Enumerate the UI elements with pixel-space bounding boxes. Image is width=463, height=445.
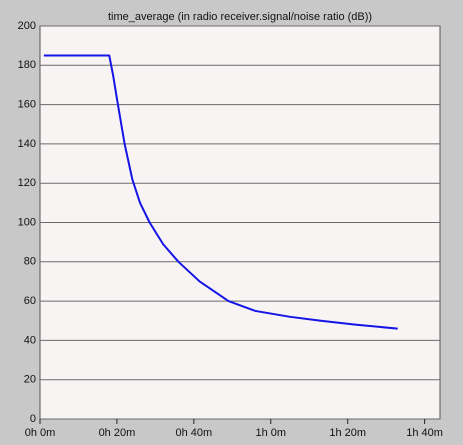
x-tick-label: 1h 0m: [255, 427, 286, 439]
y-tick-label: 120: [18, 177, 36, 189]
y-tick-label: 180: [18, 59, 36, 71]
x-tick-label: 0h 20m: [99, 427, 136, 439]
y-tick-label: 20: [24, 374, 36, 386]
y-tick-label: 100: [18, 216, 36, 228]
x-tick-label: 0h 40m: [175, 427, 212, 439]
data-line: [43, 54, 398, 330]
y-tick-label: 80: [24, 256, 36, 268]
y-tick-label: 140: [18, 138, 36, 150]
chart-title: time_average (in radio receiver.signal/n…: [108, 11, 372, 23]
x-tick-label: 1h 20m: [329, 427, 366, 439]
y-tick-label: 160: [18, 99, 36, 111]
y-tick-label: 200: [18, 20, 36, 32]
y-tick-label: 60: [24, 295, 36, 307]
y-tick-label: 40: [24, 334, 36, 346]
y-tick-label: 0: [30, 413, 36, 425]
x-tick-label: 1h 40m: [406, 427, 443, 439]
x-tick-label: 0h 0m: [25, 427, 56, 439]
